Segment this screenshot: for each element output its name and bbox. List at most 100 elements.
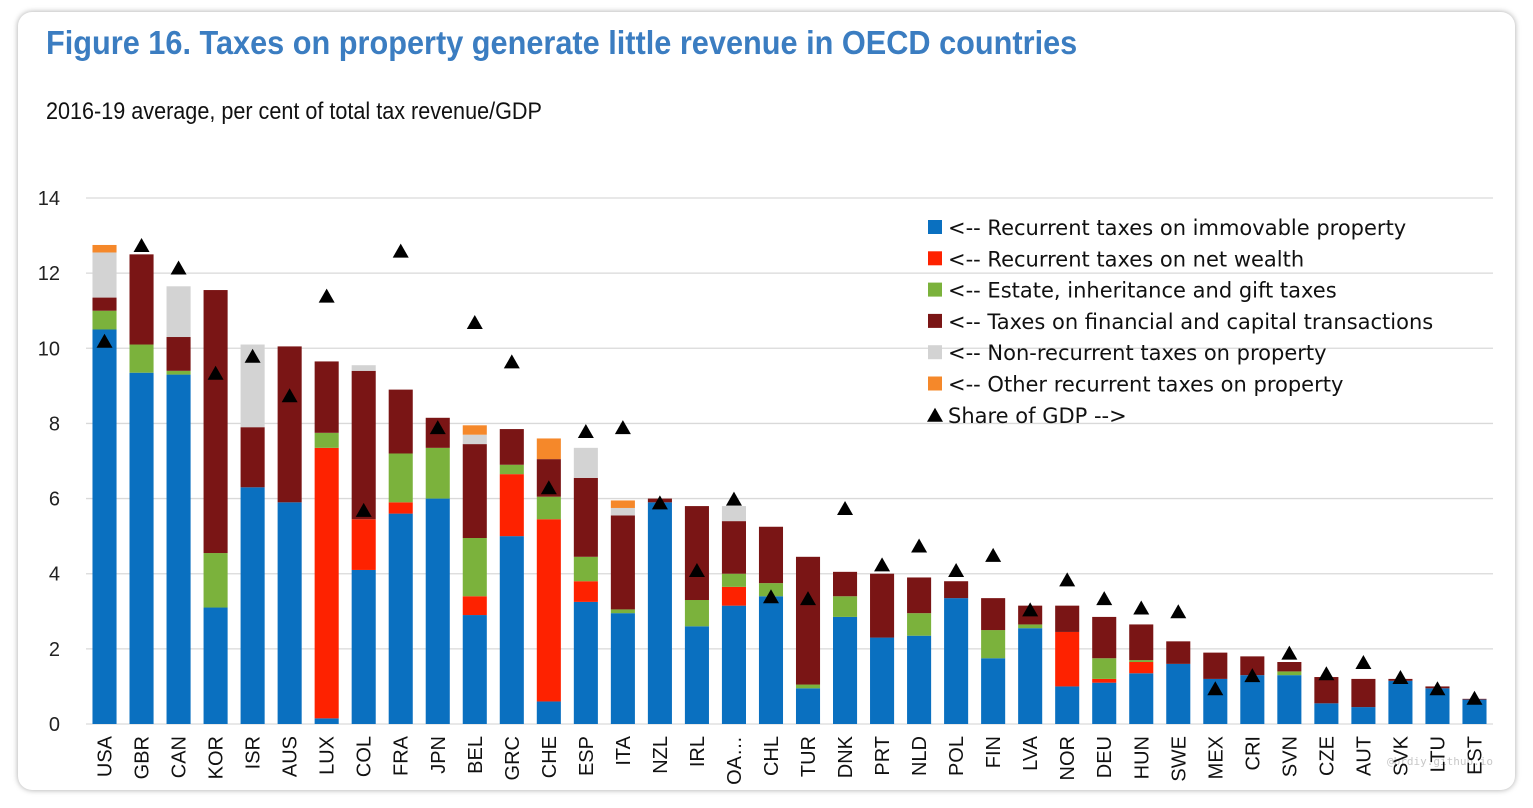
bar-segment	[1129, 660, 1154, 663]
bar-segment	[499, 474, 524, 537]
bar-stack-GRC	[499, 429, 524, 724]
bar-segment	[833, 616, 858, 724]
x-tick-label: OA…	[724, 736, 746, 785]
bar-stack-ESP	[573, 447, 598, 724]
gdp-marker	[948, 562, 965, 577]
x-tick-label: NOR	[1057, 736, 1079, 780]
bar-segment	[536, 438, 561, 460]
x-tick-label: SWE	[1168, 736, 1190, 782]
bar-segment	[1240, 675, 1265, 724]
bar-stack-CRI	[1240, 656, 1265, 724]
gdp-marker	[1355, 655, 1372, 670]
x-tick-label: PRT	[872, 736, 894, 776]
bar-segment	[1092, 678, 1117, 683]
legend-label: <-- Other recurrent taxes on property	[948, 373, 1343, 397]
gdp-marker	[688, 562, 705, 577]
bar-stack-CZE	[1314, 677, 1339, 724]
bar-segment	[240, 487, 265, 724]
x-tick-label: USA	[95, 735, 117, 777]
bar-segment	[1277, 671, 1302, 676]
bar-segment	[610, 507, 635, 516]
bar-stack-FIN	[981, 598, 1006, 724]
bar-segment	[981, 658, 1006, 724]
gdp-marker	[1466, 690, 1483, 705]
bar-segment	[92, 329, 117, 724]
x-tick-label: LVA	[1020, 735, 1042, 770]
bar-segment	[203, 290, 228, 554]
bar-segment	[388, 502, 413, 514]
bar-segment	[758, 596, 784, 724]
gdp-marker	[429, 420, 446, 435]
x-tick-label: TUR	[798, 736, 820, 777]
bar-segment	[1018, 628, 1043, 724]
gdp-marker	[1059, 572, 1076, 587]
gdp-marker	[1281, 645, 1298, 660]
legend-marker	[927, 407, 943, 422]
gdp-marker	[540, 480, 557, 495]
legend-label: Share of GDP -->	[948, 404, 1127, 428]
gdp-marker	[1133, 600, 1150, 615]
gdp-marker	[207, 365, 224, 380]
x-tick-label: DNK	[835, 735, 857, 778]
x-tick-label: NZL	[650, 736, 672, 774]
bar-stack-MEX	[1203, 652, 1228, 724]
y-tick-label: 4	[49, 564, 60, 586]
gdp-marker	[244, 348, 261, 363]
bar-segment	[314, 432, 339, 448]
bar-stack-TUR	[795, 556, 821, 724]
bar-stack-LUX	[314, 361, 339, 724]
bar-segment	[92, 310, 117, 330]
x-tick-label: POL	[946, 736, 968, 776]
bar-segment	[1351, 678, 1376, 708]
y-tick-label: 10	[38, 338, 60, 360]
x-tick-label: AUT	[1353, 736, 1375, 776]
x-tick-label: CAN	[169, 736, 191, 778]
x-tick-label: GBR	[132, 736, 154, 779]
bar-segment	[1129, 673, 1154, 724]
bar-segment	[314, 447, 339, 719]
gdp-marker	[837, 500, 854, 515]
y-tick-label: 2	[49, 639, 60, 661]
legend: <-- Recurrent taxes on immovable propert…	[927, 216, 1433, 428]
bar-stack-AUS	[277, 346, 302, 724]
bar-segment	[1166, 641, 1191, 664]
bar-segment	[92, 297, 117, 311]
bar-segment	[314, 361, 339, 433]
bar-segment	[536, 496, 561, 520]
bar-stack-LVA	[1018, 605, 1043, 724]
bar-segment	[203, 553, 228, 608]
bar-stack-AUT	[1351, 678, 1376, 724]
bar-segment	[573, 477, 598, 557]
bar-stack-KOR	[203, 290, 228, 724]
bar-segment	[721, 573, 746, 587]
bar-segment	[610, 515, 635, 610]
bar-segment	[1203, 652, 1228, 679]
x-tick-label: IRL	[687, 736, 709, 767]
bar-segment	[166, 337, 191, 371]
bar-stack-DNK	[833, 571, 858, 724]
x-tick-label: SVK	[1390, 735, 1412, 776]
legend-swatch	[928, 345, 942, 360]
watermark-text: @brdiy.github.io	[1387, 755, 1493, 768]
bar-stack-FRA	[388, 389, 413, 724]
bar-segment	[1092, 658, 1117, 679]
bar-segment	[833, 596, 858, 617]
x-tick-label: FIN	[983, 736, 1005, 768]
bar-segment	[351, 569, 376, 724]
gdp-marker	[355, 502, 372, 517]
bar-segment	[1055, 686, 1080, 724]
bar-segment	[388, 389, 413, 454]
gdp-marker	[1318, 666, 1335, 681]
x-tick-label: CZE	[1316, 736, 1338, 776]
x-tick-label: COL	[354, 736, 376, 777]
bar-stack-GBR	[129, 254, 154, 724]
bar-segment	[795, 688, 821, 724]
bar-segment	[166, 374, 191, 724]
bar-segment	[129, 254, 154, 345]
bar-segment	[907, 613, 932, 636]
bar-stack-DEU	[1092, 616, 1117, 724]
bar-segment	[573, 447, 598, 478]
x-tick-label: MEX	[1205, 736, 1227, 779]
bar-segment	[536, 701, 561, 724]
bar-segment	[92, 244, 117, 253]
